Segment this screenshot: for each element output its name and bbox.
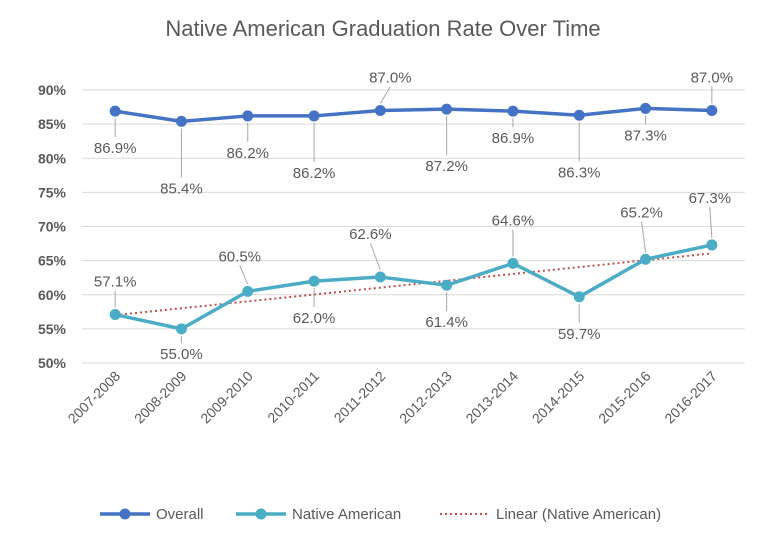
- data-point-overall: [573, 109, 585, 121]
- x-tick-label: 2011-2012: [331, 368, 389, 426]
- data-point-overall: [507, 105, 519, 117]
- legend-label-native-american: Native American: [292, 506, 401, 523]
- data-point-overall: [109, 105, 121, 117]
- y-tick-label: 80%: [38, 150, 67, 166]
- x-tick-label: 2009-2010: [197, 368, 256, 427]
- data-point-overall: [441, 103, 453, 115]
- y-tick-label: 65%: [38, 253, 67, 269]
- data-label: 87.0%: [369, 69, 412, 86]
- data-label: 85.4%: [160, 180, 203, 197]
- data-point-native-american: [706, 239, 718, 251]
- data-label: 67.3%: [689, 190, 732, 207]
- data-point-overall: [308, 110, 320, 122]
- data-point-overall: [242, 110, 254, 122]
- legend: Overall Native American Linear (Native Ame…: [100, 506, 661, 523]
- data-label: 86.2%: [293, 165, 336, 182]
- trendline: [115, 252, 712, 317]
- data-point-overall: [175, 115, 187, 127]
- y-axis: 50% 55% 60% 65% 70% 75% 80% 85% 90%: [38, 82, 67, 371]
- chart-title: Native American Graduation Rate Over Tim…: [165, 16, 600, 41]
- data-point-overall: [374, 104, 386, 116]
- x-tick-label: 2014-2015: [529, 368, 588, 427]
- data-point-native-american: [640, 253, 652, 265]
- data-label: 86.3%: [558, 164, 601, 181]
- data-label: 87.2%: [425, 158, 468, 175]
- y-tick-label: 70%: [38, 219, 67, 235]
- data-point-native-american: [175, 323, 187, 335]
- data-point-native-american: [242, 285, 254, 297]
- data-point-native-american: [573, 291, 585, 303]
- data-label: 87.3%: [624, 127, 667, 144]
- data-label: 57.1%: [94, 274, 137, 291]
- data-point-native-american: [308, 275, 320, 287]
- x-tick-label: 2007-2008: [65, 368, 124, 427]
- data-label: 86.9%: [492, 130, 535, 147]
- trendline-layer: [115, 252, 712, 317]
- data-point-native-american: [441, 279, 453, 291]
- data-label: 60.5%: [218, 248, 261, 265]
- data-label: 64.6%: [492, 212, 535, 229]
- data-label: 86.2%: [226, 145, 269, 162]
- data-label: 55.0%: [160, 346, 203, 363]
- legend-marker-native-american: [255, 508, 267, 520]
- label-leaders: [114, 86, 713, 343]
- y-tick-label: 85%: [38, 116, 67, 132]
- x-tick-label: 2015-2016: [595, 368, 654, 427]
- data-label: 61.4%: [425, 314, 468, 331]
- data-point-native-american: [109, 309, 121, 321]
- series-layer: [109, 102, 718, 335]
- x-tick-label: 2010-2011: [264, 368, 322, 426]
- data-point-native-american: [507, 257, 519, 269]
- legend-label-overall: Overall: [156, 506, 204, 523]
- data-label: 65.2%: [620, 204, 663, 221]
- x-tick-label: 2013-2014: [462, 368, 521, 427]
- series-line-native-american: [114, 243, 713, 331]
- label-leader: [369, 242, 381, 271]
- x-tick-label: 2008-2009: [131, 368, 190, 427]
- data-point-overall: [706, 104, 718, 116]
- data-label: 59.7%: [558, 326, 601, 343]
- legend-marker-overall: [119, 508, 131, 520]
- data-label: 62.6%: [349, 226, 392, 243]
- label-leader: [709, 206, 713, 238]
- series-line-overall: [114, 106, 712, 124]
- x-tick-label: 2016-2017: [661, 368, 720, 427]
- label-leader: [641, 221, 647, 253]
- data-point-overall: [640, 102, 652, 114]
- data-label: 87.0%: [691, 69, 734, 86]
- data-label: 62.0%: [293, 310, 336, 327]
- y-tick-label: 50%: [38, 355, 67, 371]
- y-tick-label: 75%: [38, 184, 67, 200]
- label-leader: [379, 86, 391, 104]
- data-point-native-american: [374, 271, 386, 283]
- data-labels: 86.9% 85.4% 86.2% 86.2% 87.0% 87.2% 86.9% 86.3%…: [94, 69, 733, 362]
- y-tick-label: 90%: [38, 82, 67, 98]
- data-label: 86.9%: [94, 140, 137, 157]
- gridlines: [82, 89, 745, 364]
- label-leader: [239, 265, 249, 285]
- y-tick-label: 60%: [38, 287, 67, 303]
- x-tick-label: 2012-2013: [396, 368, 455, 427]
- x-axis: 2007-2008 2008-2009 2009-2010 2010-2011 2011…: [65, 368, 721, 427]
- legend-label-linear-native-american-: Linear (Native American): [496, 506, 661, 523]
- y-tick-label: 55%: [38, 321, 67, 337]
